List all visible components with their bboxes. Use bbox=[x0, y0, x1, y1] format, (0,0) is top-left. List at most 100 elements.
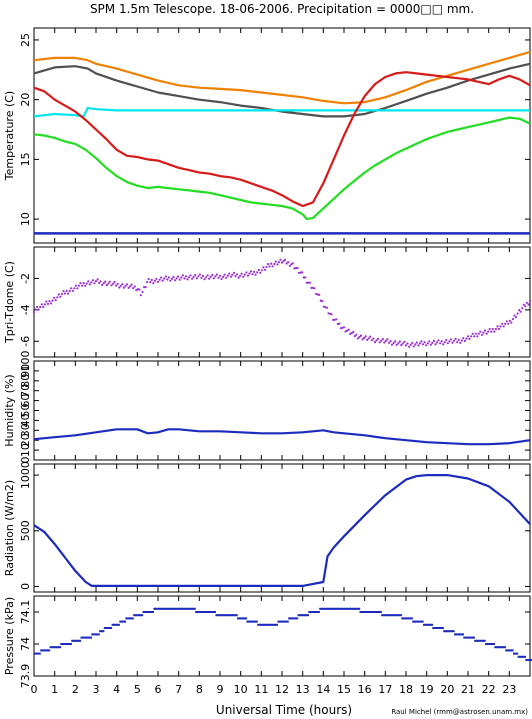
pressure-point bbox=[179, 607, 182, 610]
pressure-point bbox=[37, 652, 40, 655]
delta-point bbox=[121, 283, 124, 286]
delta-point bbox=[431, 341, 434, 344]
delta-point bbox=[446, 342, 449, 345]
delta-point bbox=[395, 343, 398, 346]
pressure-point bbox=[412, 620, 415, 623]
delta-point bbox=[260, 269, 263, 272]
pressure-point bbox=[207, 611, 210, 613]
pressure-point bbox=[48, 649, 51, 652]
delta-point bbox=[37, 308, 40, 311]
pressure-point bbox=[254, 620, 257, 623]
pressure-point bbox=[340, 607, 344, 610]
pressure-point bbox=[331, 607, 334, 610]
delta-point bbox=[389, 340, 392, 343]
pressure-point bbox=[255, 620, 258, 623]
pressure-point bbox=[60, 643, 63, 645]
delta-point bbox=[460, 339, 463, 342]
delta-point bbox=[274, 260, 277, 263]
delta-point bbox=[369, 335, 372, 338]
delta-point bbox=[496, 325, 499, 328]
y-axis-label: Humidity (%) bbox=[3, 374, 16, 446]
pressure-point bbox=[302, 614, 305, 617]
pressure-point bbox=[395, 614, 398, 617]
delta-point bbox=[167, 276, 170, 279]
delta-point bbox=[93, 282, 96, 285]
pressure-point bbox=[277, 620, 280, 623]
pressure-point bbox=[78, 639, 82, 642]
y-tick-label: 50 bbox=[19, 404, 32, 418]
pressure-point bbox=[385, 614, 388, 617]
y-tick-label: 0 bbox=[19, 583, 32, 590]
pressure-point bbox=[517, 655, 520, 658]
delta-point bbox=[85, 282, 88, 285]
pressure-point bbox=[128, 617, 131, 620]
pressure-point bbox=[370, 611, 373, 613]
x-tick-label: 5 bbox=[134, 683, 141, 696]
delta-point bbox=[218, 274, 222, 277]
pressure-point bbox=[258, 623, 261, 626]
delta-point bbox=[397, 342, 400, 345]
pressure-point bbox=[505, 649, 508, 652]
pressure-point bbox=[147, 611, 150, 613]
delta-point bbox=[257, 268, 260, 271]
delta-point bbox=[346, 329, 349, 332]
pressure-point bbox=[415, 620, 418, 623]
delta-point bbox=[434, 343, 437, 346]
pressure-point bbox=[319, 607, 322, 610]
pressure-point bbox=[131, 617, 134, 620]
delta-point bbox=[277, 261, 280, 264]
pressure-point bbox=[199, 611, 203, 613]
pressure-point bbox=[336, 607, 339, 610]
delta-point bbox=[184, 275, 187, 278]
pressure-point bbox=[41, 649, 44, 652]
pressure-point bbox=[288, 617, 291, 620]
x-tick-label: 9 bbox=[217, 683, 224, 696]
delta-point bbox=[253, 270, 256, 273]
pressure-point bbox=[491, 643, 494, 645]
pressure-point bbox=[40, 649, 43, 652]
pressure-point bbox=[189, 607, 192, 610]
pressure-point bbox=[43, 649, 46, 652]
figure-title: SPM 1.5m Telescope. 18-06-2006. Precipit… bbox=[90, 2, 474, 16]
series-line-1 bbox=[33, 62, 531, 118]
delta-point bbox=[42, 305, 45, 309]
x-tick-label: 6 bbox=[155, 683, 162, 696]
delta-point bbox=[363, 336, 366, 340]
pressure-point bbox=[472, 636, 475, 639]
pressure-point bbox=[175, 607, 178, 610]
delta-point bbox=[266, 263, 270, 266]
y-tick-label: 40 bbox=[19, 413, 32, 427]
delta-point bbox=[237, 276, 240, 279]
pressure-point bbox=[522, 655, 525, 658]
delta-point bbox=[62, 290, 65, 293]
pressure-point bbox=[156, 607, 159, 610]
pressure-point bbox=[399, 614, 402, 617]
pressure-point bbox=[446, 630, 449, 633]
delta-point bbox=[59, 295, 62, 298]
delta-point bbox=[474, 332, 477, 335]
delta-point bbox=[471, 332, 474, 335]
delta-point bbox=[344, 330, 347, 333]
delta-point bbox=[524, 305, 527, 308]
panel-frame bbox=[33, 27, 531, 244]
pressure-point bbox=[519, 655, 522, 658]
delta-point bbox=[135, 289, 138, 292]
pressure-point bbox=[502, 646, 505, 649]
delta-point bbox=[429, 343, 432, 346]
y-tick-label: 70 bbox=[19, 384, 32, 398]
pressure-point bbox=[508, 649, 511, 652]
delta-point bbox=[74, 284, 77, 287]
pressure-point bbox=[158, 607, 161, 610]
pressure-point bbox=[407, 617, 410, 620]
delta-point bbox=[487, 330, 490, 333]
pressure-point bbox=[486, 643, 489, 645]
delta-point bbox=[149, 281, 152, 284]
delta-point bbox=[302, 276, 305, 279]
delta-point bbox=[516, 312, 519, 315]
delta-point bbox=[206, 274, 209, 277]
pressure-point bbox=[469, 636, 472, 639]
pressure-point bbox=[286, 620, 289, 623]
delta-point bbox=[76, 287, 79, 290]
pressure-point bbox=[460, 633, 463, 636]
delta-point bbox=[390, 343, 394, 346]
